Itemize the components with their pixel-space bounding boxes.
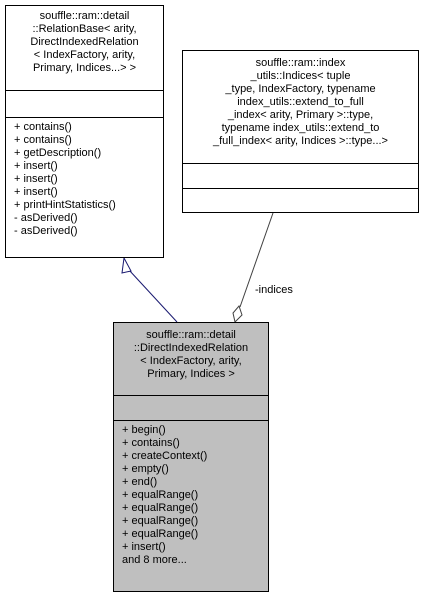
method-entry: + insert() [14, 186, 58, 198]
class-title-line: _full_index< arity, Indices >::type...> [213, 135, 388, 147]
class-node-indices[interactable]: souffle::ram::index _utils::Indices< tup… [182, 50, 419, 213]
class-title-line: DirectIndexedRelation [30, 36, 139, 48]
class-title-line: index_utils::extend_to_full [237, 96, 364, 108]
edge-label-indices: -indices [255, 284, 293, 296]
class-node-direct-indexed-relation[interactable]: souffle::ram::detail ::DirectIndexedRela… [113, 322, 269, 592]
class-title-line: ::RelationBase< arity, [32, 23, 137, 35]
method-entry: + getDescription() [14, 147, 102, 159]
method-entry: + contains() [122, 437, 180, 449]
method-entry: + contains() [14, 134, 72, 146]
class-title-line: < IndexFactory, arity, [140, 355, 242, 367]
method-entry: - asDerived() [14, 225, 78, 237]
class-title-line: _type, IndexFactory, typename [225, 83, 376, 95]
class-node-relation-base[interactable]: souffle::ram::detail ::RelationBase< ari… [5, 5, 164, 258]
method-entry: + equalRange() [122, 489, 199, 501]
method-entry: + insert() [14, 160, 58, 172]
class-title-line: _index< arity, Primary >::type, [227, 109, 374, 121]
inheritance-arrowhead [121, 256, 132, 274]
class-title-line: < IndexFactory, arity, [33, 49, 136, 61]
class-title-line: souffle::ram::index [255, 57, 346, 69]
methods-divider [114, 420, 268, 421]
composition-edge [239, 212, 274, 308]
method-entry: + equalRange() [122, 528, 199, 540]
method-entry: + createContext() [122, 450, 208, 462]
class-title-line: souffle::ram::detail [39, 10, 130, 22]
method-entry: + begin() [122, 424, 166, 436]
class-title-line: Primary, Indices...> > [32, 62, 137, 74]
method-entry: + contains() [14, 121, 72, 133]
method-entry: + empty() [122, 463, 169, 475]
attributes-divider [6, 90, 163, 91]
class-title-line: _utils::Indices< tuple [250, 70, 351, 82]
class-title-line: Primary, Indices > [147, 368, 235, 380]
method-entry: + equalRange() [122, 515, 199, 527]
class-title-line: typename index_utils::extend_to [221, 122, 380, 134]
method-entry: + printHintStatistics() [14, 199, 116, 211]
composition-diamond [232, 305, 243, 323]
method-entry: + insert() [122, 541, 166, 553]
method-entry: + equalRange() [122, 502, 199, 514]
method-entry: - asDerived() [14, 212, 78, 224]
methods-divider [183, 188, 418, 189]
methods-divider [6, 117, 163, 118]
attributes-divider [114, 395, 268, 396]
class-title-line: souffle::ram::detail [146, 329, 236, 341]
class-title-line: ::DirectIndexedRelation [133, 342, 249, 354]
method-entry: + end() [122, 476, 158, 488]
method-entry: + insert() [14, 173, 58, 185]
more-methods-note[interactable]: and 8 more... [122, 554, 187, 566]
attributes-divider [183, 163, 418, 164]
inheritance-edge [128, 269, 178, 323]
